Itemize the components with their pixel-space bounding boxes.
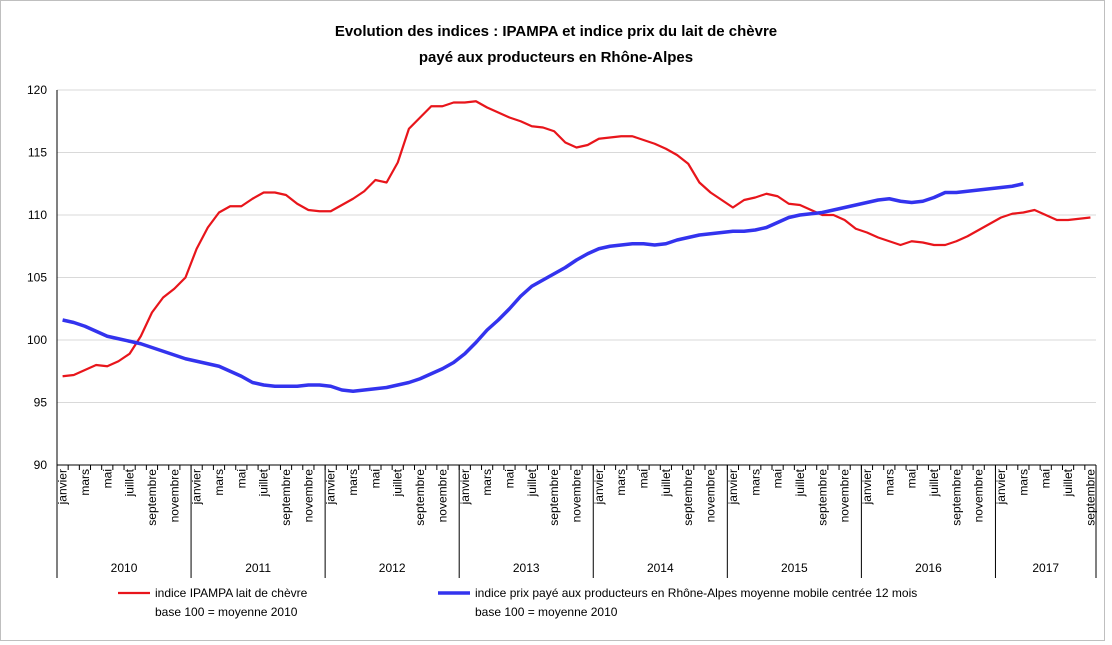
x-tick-label: novembre	[167, 469, 181, 523]
x-tick-label: septembre	[681, 469, 695, 526]
series-line	[62, 100, 1091, 378]
x-tick-label: mars	[748, 469, 762, 496]
x-tick-label: juillet	[927, 468, 941, 497]
legend-note: base 100 = moyenne 2010	[155, 605, 298, 619]
x-tick-label: mars	[78, 469, 92, 496]
legend-note: base 100 = moyenne 2010	[475, 605, 618, 619]
x-tick-label: janvier	[860, 469, 874, 505]
chart-title: Evolution des indices : IPAMPA et indice…	[335, 23, 777, 40]
x-tick-label: septembre	[1083, 469, 1097, 526]
x-tick-label: mars	[1016, 469, 1030, 496]
year-label: 2016	[915, 561, 942, 575]
year-label: 2013	[513, 561, 540, 575]
series-line	[62, 182, 1024, 393]
x-tick-label: mars	[882, 469, 896, 496]
x-tick-label: mai	[502, 469, 516, 488]
x-tick-label: juillet	[525, 468, 539, 497]
x-tick-label: mai	[637, 469, 651, 488]
x-tick-label: mai	[100, 469, 114, 488]
chart-subtitle: payé aux producteurs en Rhône-Alpes	[419, 49, 693, 66]
x-tick-label: juillet	[793, 468, 807, 497]
x-tick-label: septembre	[815, 469, 829, 526]
x-tick-label: novembre	[972, 469, 986, 523]
x-tick-label: juillet	[123, 468, 137, 497]
y-tick-label: 95	[34, 396, 48, 410]
x-tick-label: mai	[771, 469, 785, 488]
x-tick-label: septembre	[547, 469, 561, 526]
x-tick-label: novembre	[301, 469, 315, 523]
x-tick-label: mars	[614, 469, 628, 496]
y-tick-label: 105	[27, 271, 47, 285]
y-tick-label: 90	[34, 458, 48, 472]
year-label: 2010	[111, 561, 138, 575]
x-tick-label: mars	[212, 469, 226, 496]
x-tick-label: mai	[1039, 469, 1053, 488]
x-tick-label: novembre	[570, 469, 584, 523]
x-tick-label: septembre	[279, 469, 293, 526]
x-tick-label: septembre	[413, 469, 427, 526]
legend-label: indice IPAMPA lait de chèvre	[155, 586, 308, 600]
x-tick-label: mai	[905, 469, 919, 488]
x-tick-label: janvier	[458, 469, 472, 505]
x-tick-label: novembre	[435, 469, 449, 523]
x-tick-label: janvier	[994, 469, 1008, 505]
legend-label: indice prix payé aux producteurs en Rhôn…	[475, 586, 917, 600]
x-tick-label: novembre	[838, 469, 852, 523]
x-tick-label: mars	[480, 469, 494, 496]
x-tick-label: juillet	[1061, 468, 1075, 497]
y-tick-label: 115	[28, 146, 47, 160]
year-label: 2017	[1032, 561, 1059, 575]
year-label: 2012	[379, 561, 406, 575]
y-tick-label: 100	[27, 333, 47, 347]
year-label: 2011	[245, 561, 271, 575]
y-tick-label: 120	[27, 83, 47, 97]
x-tick-label: juillet	[257, 468, 271, 497]
year-label: 2014	[647, 561, 674, 575]
year-label: 2015	[781, 561, 808, 575]
x-tick-label: juillet	[659, 468, 673, 497]
x-tick-label: mai	[234, 469, 248, 488]
x-tick-label: janvier	[324, 469, 338, 505]
x-tick-label: septembre	[145, 469, 159, 526]
x-tick-label: mai	[368, 469, 382, 488]
x-tick-label: janvier	[56, 469, 70, 505]
x-tick-label: janvier	[726, 469, 740, 505]
x-tick-label: septembre	[949, 469, 963, 526]
x-tick-label: juillet	[391, 468, 405, 497]
x-tick-label: mars	[346, 469, 360, 496]
x-tick-label: novembre	[704, 469, 718, 523]
x-tick-label: janvier	[190, 469, 204, 505]
x-tick-label: janvier	[592, 469, 606, 505]
y-tick-label: 110	[28, 208, 47, 222]
